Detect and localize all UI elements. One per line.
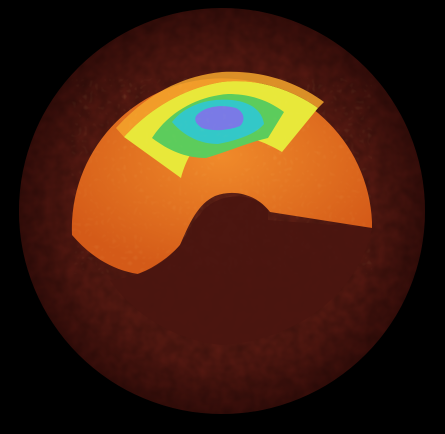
dark-shadow-region	[110, 196, 372, 345]
warm-band	[116, 71, 324, 137]
